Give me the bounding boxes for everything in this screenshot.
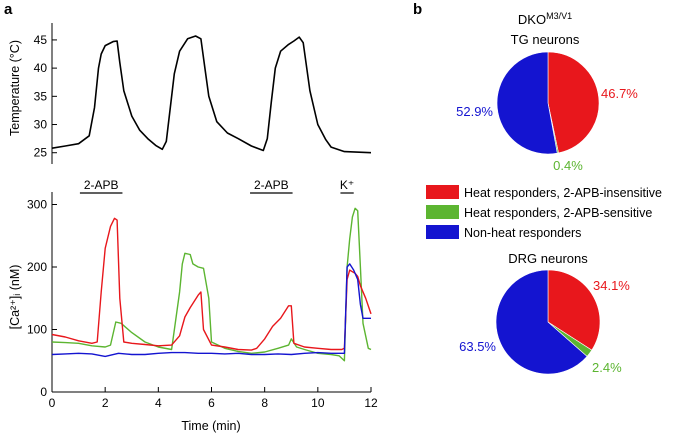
calcium-x-tick-label: 4 xyxy=(155,396,162,410)
temperature-y-tick-label: 30 xyxy=(34,118,48,132)
calcium-x-tick-label: 12 xyxy=(364,396,378,410)
pie-slice-blue xyxy=(496,51,558,155)
calcium-y-tick-label: 300 xyxy=(27,198,47,212)
legend-label: Non-heat responders xyxy=(464,226,581,240)
temperature-y-tick-label: 40 xyxy=(34,61,48,75)
legend: Heat responders, 2-APB-insensitive Heat r… xyxy=(426,185,662,240)
temperature-ylabel: Temperature (°C) xyxy=(8,40,22,136)
panel-label-a: a xyxy=(4,1,13,18)
legend-label: Heat responders, 2-APB-insensitive xyxy=(464,186,662,200)
legend-swatch-red xyxy=(426,185,459,199)
calcium-x-tick-label: 2 xyxy=(102,396,109,410)
pie-drg-title: DRG neurons xyxy=(508,251,588,266)
calcium-series-green xyxy=(51,207,372,362)
pie-slice-blue xyxy=(495,269,588,375)
calcium-y-tick-label: 100 xyxy=(27,323,47,337)
pie-tg-title-sup: M3/V1 xyxy=(546,11,572,21)
panel-label-b: b xyxy=(413,1,422,18)
legend-swatch-green xyxy=(426,205,459,219)
temperature-series-line xyxy=(51,35,372,154)
calcium-y-tick-label: 200 xyxy=(27,260,47,274)
legend-swatch-blue xyxy=(426,225,459,239)
temperature-chart: Temperature (°C) 25 30 35 40 45 xyxy=(8,23,372,164)
pie-tg-neurons: DKOM3/V1 TG neurons 46.7% 0.4% 52.9% xyxy=(456,11,638,173)
temperature-y-tick-label: 35 xyxy=(34,89,48,103)
calcium-series-red xyxy=(51,217,372,351)
pie-slice-label: 2.4% xyxy=(592,360,622,375)
drug-annotation-label: K⁺ xyxy=(340,178,354,192)
calcium-chart: [Ca²⁺]ᵢ (nM) Time (min) 0 100 200 300 0 2 4 6 8 1… xyxy=(8,178,378,433)
temperature-y-tick-label: 25 xyxy=(34,146,48,160)
pie-drg-neurons: DRG neurons 34.1% 2.4% 63.5% xyxy=(459,251,630,375)
calcium-x-tick-label: 0 xyxy=(49,396,56,410)
pie-slice-label: 52.9% xyxy=(456,104,493,119)
calcium-ylabel: [Ca²⁺]ᵢ (nM) xyxy=(8,265,22,330)
calcium-x-tick-label: 6 xyxy=(208,396,215,410)
pie-tg-title-line1: DKOM3/V1 xyxy=(518,11,572,27)
calcium-xlabel: Time (min) xyxy=(181,419,240,433)
pie-slice-label: 46.7% xyxy=(601,86,638,101)
pie-slice-red xyxy=(547,51,600,154)
pie-slice-label: 63.5% xyxy=(459,339,496,354)
drug-annotation-label: 2-APB xyxy=(254,178,289,192)
pie-slice-label: 0.4% xyxy=(553,158,583,173)
pie-tg-title-main: DKO xyxy=(518,12,546,27)
calcium-series-blue xyxy=(51,263,371,358)
pie-slice-label: 34.1% xyxy=(593,278,630,293)
calcium-x-tick-label: 10 xyxy=(311,396,325,410)
calcium-x-tick-label: 8 xyxy=(261,396,268,410)
temperature-y-tick-label: 45 xyxy=(34,33,48,47)
calcium-y-tick-label: 0 xyxy=(40,385,47,399)
legend-label: Heat responders, 2-APB-sensitive xyxy=(464,206,652,220)
pie-tg-title-line2: TG neurons xyxy=(511,32,580,47)
drug-annotation-label: 2-APB xyxy=(84,178,119,192)
